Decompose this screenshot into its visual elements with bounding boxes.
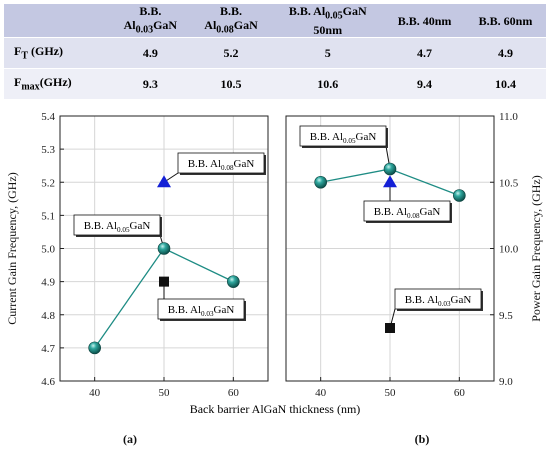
y-tick-label: 9.0 bbox=[499, 376, 513, 388]
annotation-label: B.B. Al0.05GaN bbox=[310, 131, 377, 145]
data-point-sphere bbox=[383, 162, 397, 176]
y-tick-label: 5.3 bbox=[41, 144, 55, 156]
data-point-sphere bbox=[227, 275, 240, 288]
x-axis-title: Back barrier AlGaN thickness (nm) bbox=[190, 402, 361, 416]
y-tick-label: 11.0 bbox=[499, 111, 518, 123]
y-axis-title: Power Gain Frequency, (GHz) bbox=[529, 175, 543, 322]
table-header-row: B.B. Al0.03GaN B.B. Al0.08GaN B.B. Al0.05G… bbox=[4, 4, 546, 39]
y-tick-label: 10.0 bbox=[499, 244, 519, 256]
y-axis-title: Current Gain Frequency, (GHz) bbox=[5, 172, 19, 325]
x-tick-label: 50 bbox=[385, 387, 397, 399]
y-tick-label: 9.5 bbox=[499, 310, 513, 322]
table-cell: 10.4 bbox=[465, 68, 546, 101]
table-row: Fmax(GHz) 9.3 10.5 10.6 9.4 10.4 bbox=[4, 68, 546, 101]
y-tick-label: 5.4 bbox=[41, 111, 55, 123]
y-tick-label: 5.1 bbox=[41, 210, 55, 222]
annotation-box bbox=[73, 214, 161, 236]
annotation-box bbox=[177, 152, 265, 174]
table-cell: 10.5 bbox=[190, 68, 272, 101]
y-tick-label: 5.0 bbox=[41, 244, 55, 256]
annotation-label: B.B. Al0.03GaN bbox=[405, 294, 472, 308]
row-header: FT (GHz) bbox=[4, 37, 110, 70]
annotation-label: B.B. Al0.05GaN bbox=[84, 220, 151, 234]
table-row: FT (GHz) 4.9 5.2 5 4.7 4.9 bbox=[4, 37, 546, 70]
col-header: B.B. Al0.08GaN bbox=[190, 4, 272, 39]
data-point-triangle bbox=[157, 175, 171, 188]
y-tick-label: 4.9 bbox=[41, 277, 55, 289]
table-cell: 5 bbox=[271, 37, 385, 70]
data-point-sphere bbox=[88, 341, 101, 355]
col-header: B.B. Al0.03GaN bbox=[110, 4, 191, 39]
panel-label: (a) bbox=[123, 432, 137, 446]
col-header: B.B. Al0.05GaN 50nm bbox=[271, 4, 385, 39]
y-tick-label: 4.6 bbox=[41, 376, 55, 388]
data-point-square bbox=[385, 323, 395, 333]
annotation-label: B.B. Al0.08GaN bbox=[374, 206, 441, 220]
annotation-box bbox=[157, 298, 245, 320]
y-tick-label: 5.2 bbox=[41, 177, 55, 189]
row-header: Fmax(GHz) bbox=[4, 68, 110, 101]
table-cell: 9.4 bbox=[384, 68, 466, 101]
table-cell: 5.2 bbox=[190, 37, 272, 70]
data-point-sphere bbox=[314, 175, 327, 189]
table-cell: 4.9 bbox=[465, 37, 546, 70]
x-tick-label: 50 bbox=[159, 387, 171, 399]
col-header: B.B. 40nm bbox=[384, 4, 466, 39]
chart-panel-b: 40 50 60 9.0 9.5 10.0 10.5 11.0 Power Gain Frequ… bbox=[285, 111, 543, 446]
y-tick-label: 4.7 bbox=[41, 343, 55, 355]
panel-label: (b) bbox=[415, 432, 430, 446]
col-header: B.B. 60nm bbox=[465, 4, 546, 39]
comparison-table: B.B. Al0.03GaN B.B. Al0.08GaN B.B. Al0.05G… bbox=[4, 4, 546, 101]
annotation-label: B.B. Al0.08GaN bbox=[188, 158, 255, 172]
annotation-box bbox=[394, 288, 482, 310]
x-tick-label: 60 bbox=[454, 387, 466, 399]
table-cell: 4.9 bbox=[110, 37, 191, 70]
data-point-sphere bbox=[157, 242, 171, 255]
annotation-box bbox=[299, 125, 387, 147]
table-cell: 4.7 bbox=[384, 37, 466, 70]
annotation-label: B.B. Al0.03GaN bbox=[168, 304, 235, 318]
table-cell: 9.3 bbox=[110, 68, 191, 101]
y-tick-label: 10.5 bbox=[499, 177, 519, 189]
chart-panel-a: 40 50 60 4.6 4.7 4.8 4.9 5.0 5.1 5.2 5.3 5.4 Current… bbox=[5, 111, 269, 446]
data-point-triangle bbox=[383, 175, 397, 188]
x-tick-label: 40 bbox=[89, 387, 101, 399]
x-tick-label: 40 bbox=[315, 387, 327, 399]
table-cell: 10.6 bbox=[271, 68, 385, 101]
annotation-box bbox=[363, 200, 451, 222]
y-tick-label: 4.8 bbox=[41, 310, 55, 322]
data-point-square bbox=[159, 276, 169, 287]
x-tick-label: 60 bbox=[228, 387, 240, 399]
data-point-sphere bbox=[453, 189, 466, 202]
table-corner-cell bbox=[4, 4, 110, 39]
